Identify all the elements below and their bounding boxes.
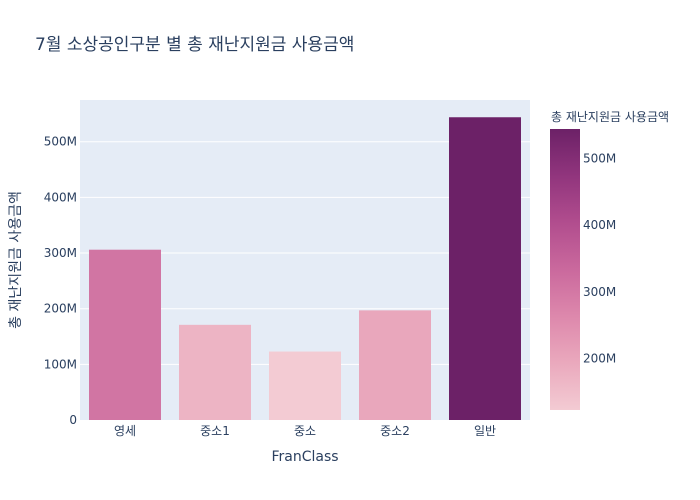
colorbar-ticks: 200M 300M 400M 500M — [583, 151, 616, 365]
colorbar: 총 재난지원금 사용금액 200M 300M 400M 500M — [550, 110, 669, 410]
x-axis-ticks: 영세 중소1 중소 중소2 일반 — [114, 424, 496, 438]
y-tick-label: 100M — [44, 357, 77, 371]
bar — [359, 310, 431, 420]
colorbar-title: 총 재난지원금 사용금액 — [551, 110, 669, 124]
y-tick-label: 0 — [69, 413, 77, 427]
y-tick-label: 300M — [44, 246, 77, 260]
x-tick-label: 중소1 — [200, 424, 230, 438]
y-axis-title: 총 재난지원금 사용금액 — [8, 191, 24, 329]
colorbar-gradient — [550, 129, 580, 410]
chart-title: 7월 소상공인구분 별 총 재난지원금 사용금액 — [35, 35, 354, 55]
colorbar-tick-label: 200M — [583, 352, 616, 366]
x-tick-label: 중소2 — [380, 424, 410, 438]
colorbar-tick-label: 400M — [583, 218, 616, 232]
y-tick-label: 500M — [44, 135, 77, 149]
bar — [179, 324, 251, 420]
colorbar-tick-label: 300M — [583, 285, 616, 299]
x-tick-label: 영세 — [114, 424, 136, 438]
bar — [449, 117, 521, 421]
y-tick-label: 200M — [44, 302, 77, 316]
y-tick-label: 400M — [44, 190, 77, 204]
x-tick-label: 일반 — [474, 424, 496, 438]
bars — [89, 117, 521, 421]
bar — [89, 249, 161, 420]
colorbar-tick-label: 500M — [583, 151, 616, 165]
x-axis-title: FranClass — [271, 449, 338, 465]
bar — [269, 351, 341, 420]
x-tick-label: 중소 — [294, 424, 316, 438]
y-axis-ticks: 0 100M 200M 300M 400M 500M — [44, 135, 77, 427]
